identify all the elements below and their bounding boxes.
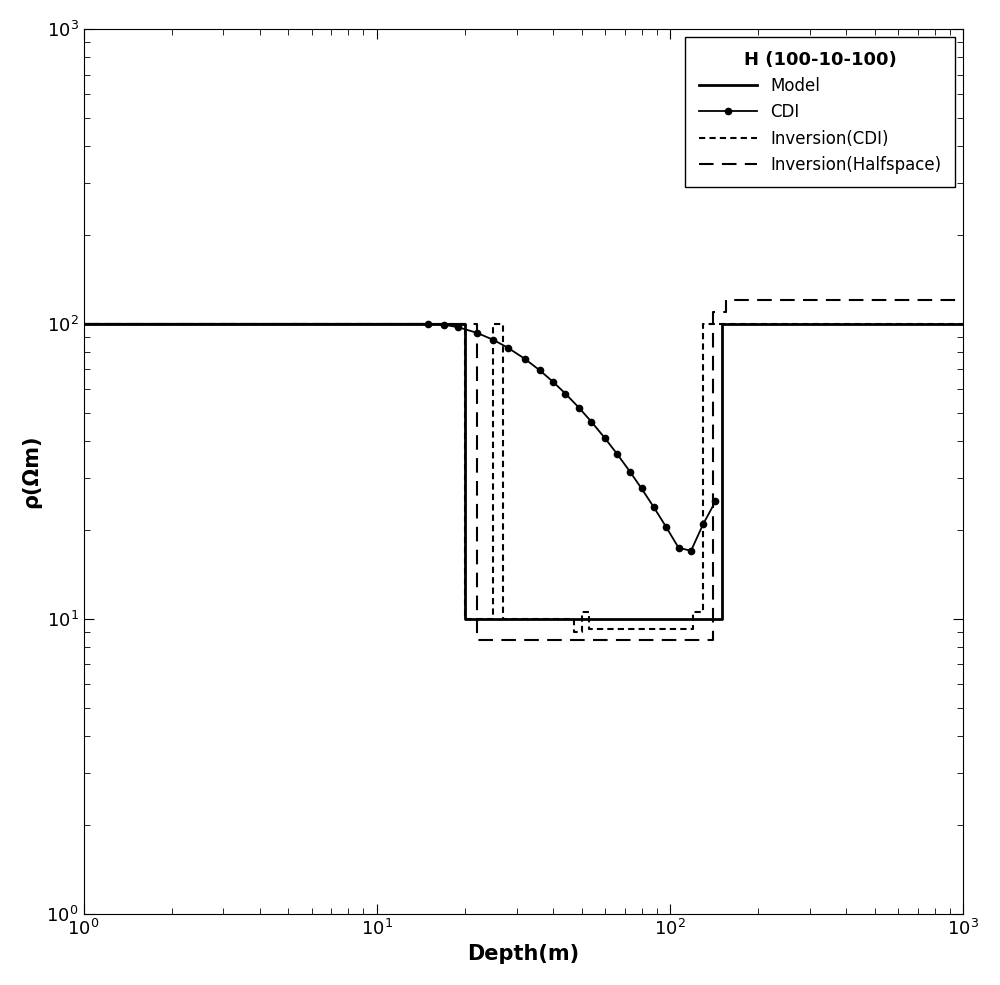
Inversion(CDI) (487, 613, 499, 624)
Inversion(CDI) (592, 624, 604, 635)
Model (716, 613, 728, 624)
Inversion(CDI) (487, 318, 499, 330)
CDI (559, 388, 571, 400)
Inversion(CDI) (697, 318, 709, 330)
Inversion(CDI) (497, 613, 509, 624)
Line: CDI: CDI (425, 321, 719, 554)
CDI (611, 448, 623, 460)
CDI (697, 518, 709, 530)
Model (957, 318, 969, 330)
Model (459, 613, 471, 624)
Inversion(CDI) (697, 607, 709, 619)
Inversion(CDI) (78, 318, 90, 330)
Inversion(CDI) (459, 613, 471, 624)
Inversion(Halfspace) (78, 318, 90, 330)
CDI (547, 376, 559, 388)
Inversion(Halfspace) (471, 318, 483, 330)
CDI (502, 342, 514, 354)
CDI (438, 319, 450, 331)
CDI (636, 483, 648, 494)
Inversion(Halfspace) (957, 295, 969, 306)
Line: Model: Model (84, 324, 963, 619)
CDI (519, 353, 531, 364)
Inversion(CDI) (568, 613, 580, 624)
CDI (471, 327, 483, 339)
Inversion(Halfspace) (697, 633, 709, 645)
CDI (422, 318, 434, 330)
CDI (487, 334, 499, 346)
Inversion(Halfspace) (720, 305, 732, 317)
Model (459, 318, 471, 330)
Inversion(CDI) (576, 607, 588, 619)
Inversion(CDI) (687, 624, 699, 635)
CDI (673, 542, 685, 554)
CDI (685, 545, 697, 557)
Line: Inversion(CDI): Inversion(CDI) (84, 324, 963, 632)
Inversion(CDI) (714, 318, 726, 330)
Inversion(Halfspace) (707, 305, 719, 317)
Inversion(CDI) (568, 626, 580, 638)
Line: Inversion(Halfspace): Inversion(Halfspace) (84, 300, 963, 639)
CDI (624, 466, 636, 478)
Inversion(CDI) (592, 624, 604, 635)
Y-axis label: ρ(Ωm): ρ(Ωm) (21, 434, 41, 508)
Inversion(CDI) (459, 318, 471, 330)
Inversion(CDI) (714, 318, 726, 330)
Inversion(CDI) (583, 624, 595, 635)
CDI (573, 402, 585, 414)
Inversion(CDI) (687, 607, 699, 619)
Inversion(Halfspace) (707, 633, 719, 645)
Legend: Model, CDI, Inversion(CDI), Inversion(Halfspace): Model, CDI, Inversion(CDI), Inversion(Ha… (685, 37, 955, 187)
Inversion(Halfspace) (471, 633, 483, 645)
CDI (585, 416, 597, 427)
Model (78, 318, 90, 330)
Inversion(CDI) (497, 318, 509, 330)
CDI (660, 521, 672, 533)
Inversion(CDI) (583, 607, 595, 619)
CDI (534, 364, 546, 376)
CDI (648, 501, 660, 513)
Inversion(Halfspace) (697, 633, 709, 645)
Model (716, 318, 728, 330)
Inversion(CDI) (957, 318, 969, 330)
CDI (709, 495, 721, 507)
Inversion(CDI) (576, 626, 588, 638)
CDI (452, 321, 464, 333)
X-axis label: Depth(m): Depth(m) (467, 945, 579, 964)
Inversion(Halfspace) (720, 295, 732, 306)
CDI (599, 432, 611, 444)
